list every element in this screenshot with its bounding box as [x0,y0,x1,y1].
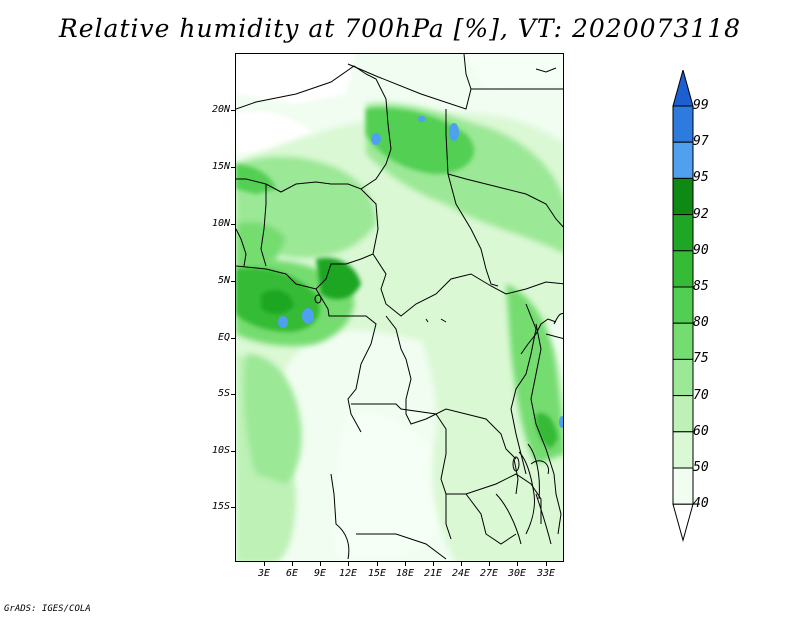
colorbar-label: 40 [693,496,709,512]
lon-tick [461,562,462,566]
lon-label: 27E [479,568,499,579]
colorbar-segment [672,105,694,143]
colorbar-segment [672,503,694,543]
lat-label: 5S [217,388,230,399]
lat-label: 15S [211,501,230,512]
lat-label: 10N [211,218,230,229]
lon-tick [489,562,490,566]
lon-tick [405,562,406,566]
colorbar-segment [672,286,694,324]
lat-tick [231,338,235,339]
lat-tick [231,451,235,452]
lat-label: 10S [211,445,230,456]
map-panel [235,53,564,562]
colorbar-segment [672,250,694,288]
lon-label: 30E [507,568,527,579]
colorbar-segment [672,395,694,433]
lat-tick [231,507,235,508]
credit-label: GrADS: IGES/COLA [4,604,91,614]
lon-label: 3E [257,568,271,579]
colorbar-segment [672,214,694,252]
lon-tick [320,562,321,566]
lon-label: 24E [451,568,471,579]
colorbar-label: 99 [693,98,709,113]
lon-tick [517,562,518,566]
lon-label: 18E [395,568,415,579]
colorbar-segment [672,177,694,216]
lon-tick [348,562,349,566]
colorbar-label: 70 [693,387,709,403]
lat-label: 15N [211,161,230,172]
lon-label: 6E [285,568,299,579]
lon-tick [433,562,434,566]
humidity-field [236,54,563,561]
borders [236,54,563,560]
colorbar-segment [672,467,694,505]
lon-tick [546,562,547,566]
lat-tick [231,394,235,395]
lon-tick [292,562,293,566]
colorbar-label: 60 [693,423,709,439]
lon-tick [377,562,378,566]
colorbar-label: 50 [693,460,709,475]
colorbar-segment [672,141,694,179]
rh-85-92 [236,108,558,449]
lon-label: 15E [367,568,387,579]
rh-95-plus [278,116,563,428]
lat-tick [231,167,235,168]
colorbar-label: 75 [693,351,709,367]
colorbar-segment [672,431,694,469]
lon-label: 21E [423,568,443,579]
lat-tick [231,110,235,111]
lat-label: EQ [217,332,230,343]
colorbar-label: 85 [693,279,709,294]
map-title: Relative humidity at 700hPa [%], VT: 202… [58,14,742,43]
lon-label: 9E [313,568,327,579]
colorbar-label: 97 [693,134,709,150]
colorbar-label: 95 [693,170,709,186]
colorbar-segment [672,358,694,397]
colorbar [672,70,694,543]
lat-label: 20N [211,104,230,115]
lon-label: 12E [338,568,358,579]
lat-label: 5N [217,275,230,286]
colorbar-label: 80 [693,315,709,331]
colorbar-label: 92 [693,206,709,222]
lat-tick [231,281,235,282]
lon-tick [264,562,265,566]
dry-areas [236,54,563,559]
colorbar-label: 90 [693,242,709,258]
lat-tick [231,224,235,225]
colorbar-segment [672,70,694,107]
colorbar-segment [672,322,694,360]
lon-label: 33E [536,568,556,579]
